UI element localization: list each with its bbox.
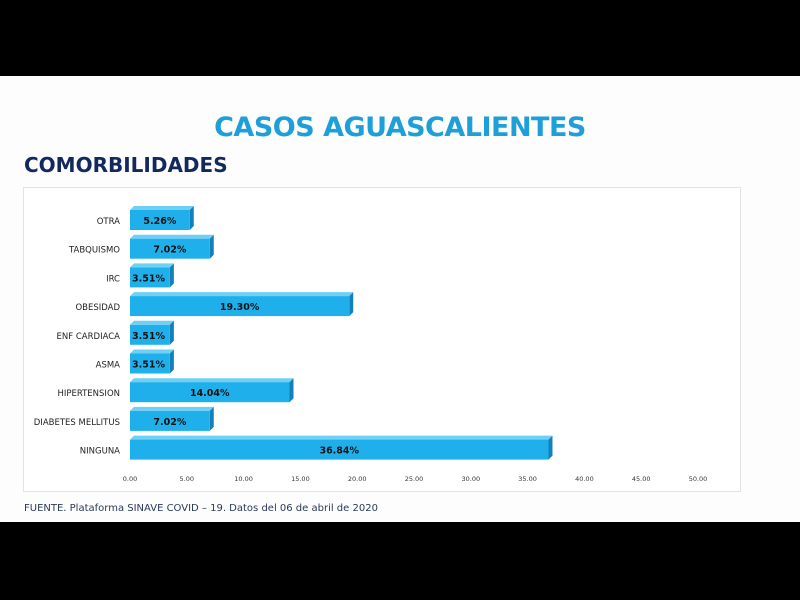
bar-side-face xyxy=(169,263,174,288)
x-tick-label: 40.00 xyxy=(575,475,594,483)
bar xyxy=(130,267,170,288)
category-label: OTRA xyxy=(97,217,120,227)
bar-top-face xyxy=(130,406,214,411)
data-label: 3.51% xyxy=(132,273,165,284)
bar-top-face xyxy=(130,435,553,440)
comorbidities-bar-chart: OTRA 5.26% TABQUISMO 7.02% IRC 3.51% OBESIDAD 1… xyxy=(34,206,708,483)
bar-top-face xyxy=(130,206,194,210)
category-label: ASMA xyxy=(96,361,121,371)
bar xyxy=(130,410,210,431)
bar-side-face xyxy=(548,435,553,460)
data-label: 7.02% xyxy=(153,245,186,256)
bar-side-face xyxy=(209,406,214,431)
bar xyxy=(130,382,290,403)
x-tick-label: 20.00 xyxy=(348,475,367,483)
bar-side-face xyxy=(349,292,354,317)
bar-side-face xyxy=(169,320,174,345)
x-tick-label: 35.00 xyxy=(518,475,537,483)
slide: CASOS AGUASCALIENTES COMORBILIDADES OTRA… xyxy=(0,76,800,522)
x-tick-label: 15.00 xyxy=(291,475,310,483)
chart-frame: OTRA 5.26% TABQUISMO 7.02% IRC 3.51% OBESIDAD 1… xyxy=(23,187,741,492)
x-tick-label: 50.00 xyxy=(689,475,708,483)
x-tick-label: 30.00 xyxy=(461,475,480,483)
data-label: 3.51% xyxy=(132,360,165,371)
bar-top-face xyxy=(130,292,354,297)
x-tick-label: 0.00 xyxy=(123,475,137,483)
bar xyxy=(130,439,549,460)
bar xyxy=(130,210,190,230)
bar-side-face xyxy=(209,234,214,259)
source-note: FUENTE. Plataforma SINAVE COVID – 19. Da… xyxy=(24,503,378,514)
bar-side-face xyxy=(289,378,294,403)
category-label: OBESIDAD xyxy=(75,303,120,313)
bar-top-face xyxy=(130,234,214,239)
data-label: 3.51% xyxy=(132,331,165,342)
bar xyxy=(130,353,170,374)
category-label: HIPERTENSION xyxy=(57,389,120,399)
bar xyxy=(130,296,350,317)
data-label: 7.02% xyxy=(153,417,186,428)
slide-title: CASOS AGUASCALIENTES xyxy=(214,112,586,143)
category-label: TABQUISMO xyxy=(68,246,120,256)
data-label: 19.30% xyxy=(220,302,260,313)
bar-top-face xyxy=(130,378,294,383)
bar-side-face xyxy=(169,349,174,374)
x-tick-label: 25.00 xyxy=(405,475,424,483)
bar xyxy=(130,238,210,259)
slide-subtitle: COMORBILIDADES xyxy=(24,153,228,177)
bar-top-face xyxy=(130,349,174,354)
category-label: IRC xyxy=(106,274,120,284)
x-tick-label: 45.00 xyxy=(632,475,651,483)
category-label: ENF CARDIACA xyxy=(57,332,121,342)
bar-side-face xyxy=(189,206,194,230)
data-label: 5.26% xyxy=(143,216,176,227)
bar-top-face xyxy=(130,263,174,268)
data-label: 36.84% xyxy=(319,446,359,457)
x-tick-label: 10.00 xyxy=(234,475,253,483)
x-tick-label: 5.00 xyxy=(180,475,194,483)
data-label: 14.04% xyxy=(190,388,230,399)
bar xyxy=(130,324,170,345)
category-label: DIABETES MELLITUS xyxy=(34,418,120,428)
category-label: NINGUNA xyxy=(80,447,120,457)
bar-top-face xyxy=(130,320,174,325)
